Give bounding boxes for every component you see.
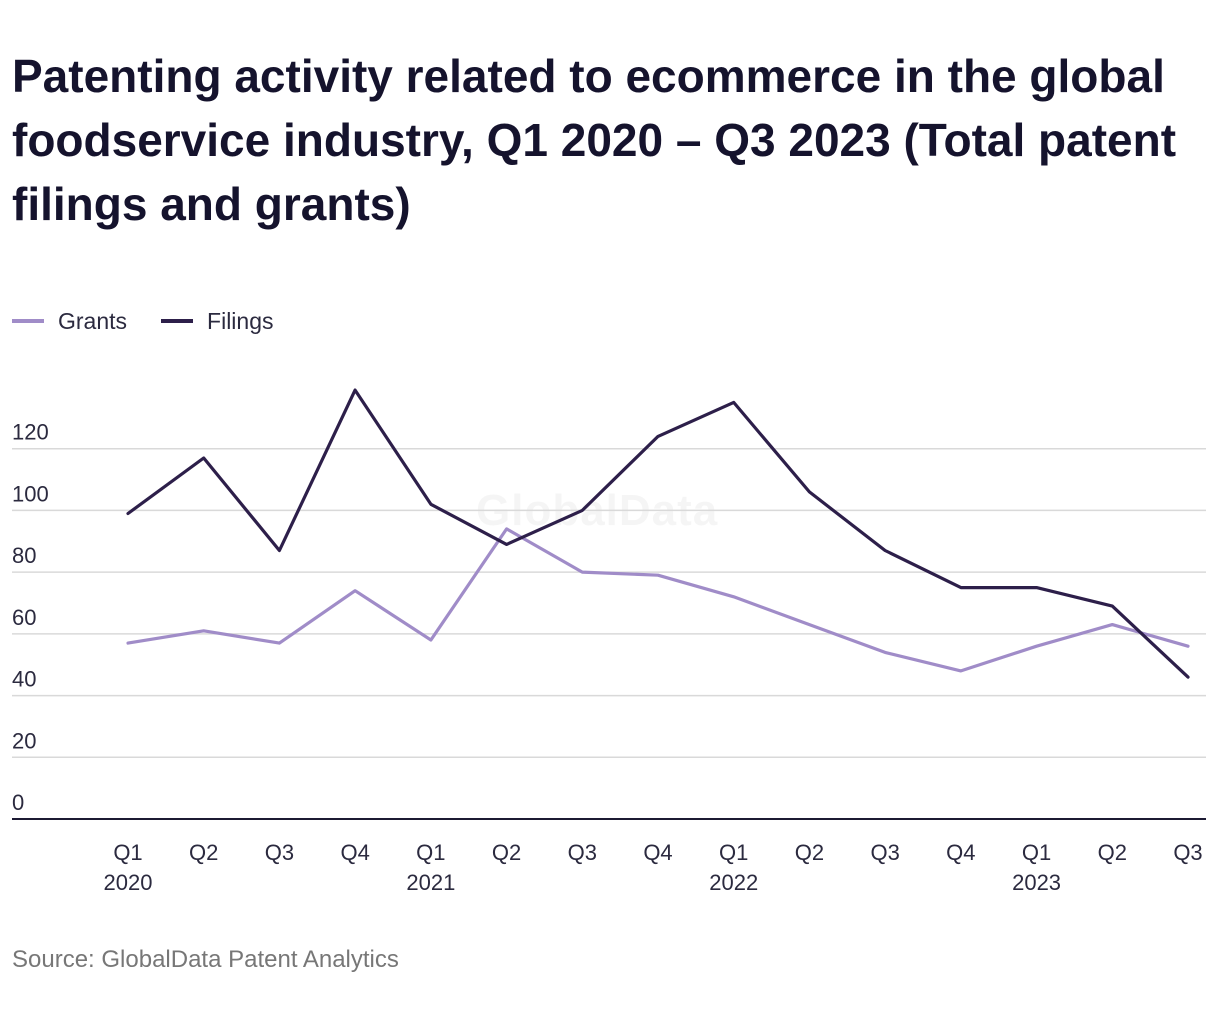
legend-label-grants: Grants — [58, 307, 128, 334]
x-tick-year-2020: 2020 — [104, 870, 153, 895]
x-tick-label-8: Q1 — [719, 840, 748, 865]
x-tick-label-13: Q2 — [1098, 840, 1127, 865]
x-tick-year-2023: 2023 — [1012, 870, 1061, 895]
y-tick-label-20: 20 — [12, 728, 36, 753]
legend-swatch-filings — [161, 319, 194, 323]
legend-item-grants: Grants — [12, 308, 127, 335]
source-note: Source: GlobalData Patent Analytics — [12, 946, 399, 973]
x-tick-label-1: Q2 — [189, 840, 218, 865]
chart-title: Patenting activity related to ecommerce … — [12, 50, 1177, 230]
y-tick-label-40: 40 — [12, 667, 36, 692]
series-line-grants — [126, 527, 1190, 673]
x-tick-label-3: Q4 — [340, 840, 369, 865]
y-tick-label-100: 100 — [12, 481, 49, 506]
x-tick-label-4: Q1 — [416, 840, 445, 865]
x-tick-label-12: Q1 — [1022, 840, 1051, 865]
x-tick-label-14: Q3 — [1173, 840, 1202, 865]
x-tick-label-7: Q4 — [643, 840, 672, 865]
y-tick-label-60: 60 — [12, 605, 36, 630]
y-tick-label-0: 0 — [12, 790, 24, 815]
x-tick-label-2: Q3 — [265, 840, 294, 865]
x-tick-label-6: Q3 — [568, 840, 597, 865]
series-line-filings — [126, 388, 1190, 679]
legend: Grants Filings — [12, 306, 308, 336]
x-tick-year-2021: 2021 — [406, 870, 455, 895]
y-tick-label-120: 120 — [12, 420, 49, 445]
legend-item-filings: Filings — [161, 307, 274, 335]
x-tick-label-11: Q4 — [946, 840, 975, 865]
y-tick-label-80: 80 — [12, 543, 36, 568]
x-tick-year-2022: 2022 — [709, 870, 758, 895]
legend-swatch-grants — [12, 319, 44, 323]
legend-label-filings: Filings — [207, 307, 274, 334]
x-tick-label-9: Q2 — [795, 840, 824, 865]
x-tick-label-10: Q3 — [870, 840, 899, 865]
x-tick-label-5: Q2 — [492, 840, 521, 865]
x-tick-label-0: Q1 — [113, 840, 142, 865]
